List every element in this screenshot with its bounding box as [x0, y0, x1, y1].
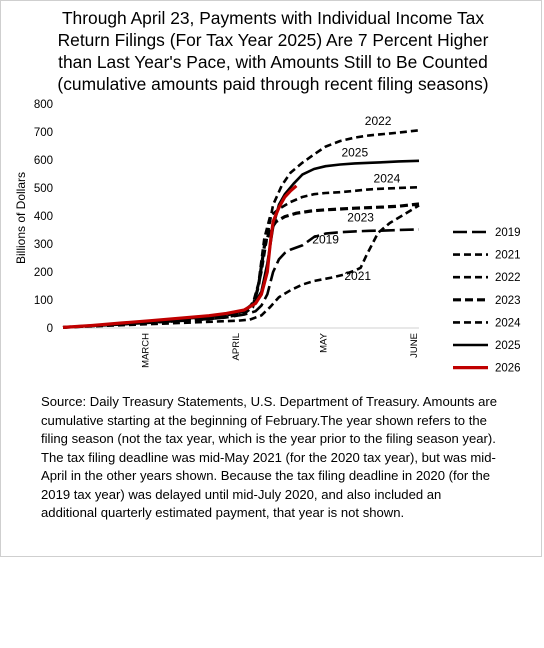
- legend-label-2023: 2023: [495, 295, 521, 307]
- legend-label-2025: 2025: [495, 340, 521, 352]
- series-label-2021: 2021: [344, 269, 371, 283]
- x-tick-label: MAY: [319, 332, 330, 353]
- source-line: cumulative starting at the beginning of …: [41, 412, 487, 428]
- y-axis-title-group: Billions of Dollars: [14, 172, 28, 264]
- x-axis: MARCH APRIL MAY JUNE: [63, 327, 420, 368]
- chart-panel: Through April 23, Payments with Individu…: [0, 0, 542, 557]
- y-axis: 0 100 200 300 400 500 600 700 800: [34, 99, 53, 335]
- series-labels: 2019 2021 2022 2023 2024 2025: [312, 114, 400, 283]
- series-label-2025: 2025: [341, 146, 368, 160]
- series-line-2022: [62, 129, 420, 329]
- series-label-2024: 2024: [374, 171, 401, 185]
- y-tick-label: 700: [34, 127, 53, 139]
- series-line-2024: [62, 185, 420, 329]
- source-line: additional quarterly estimated payment, …: [41, 505, 405, 520]
- title-line: than Last Year's Pace, with Amounts Stil…: [58, 52, 488, 72]
- legend: 2019 2021 2022 2023 2024 2025 2026: [453, 227, 521, 375]
- y-tick-label: 500: [34, 183, 53, 195]
- legend-label-2024: 2024: [495, 317, 521, 329]
- legend-label-2019: 2019: [495, 227, 521, 239]
- source-line: filing season (not the tax year, which i…: [41, 431, 496, 446]
- y-axis-title: Billions of Dollars: [14, 172, 28, 264]
- series-line-2023: [62, 202, 420, 329]
- series-label-2023: 2023: [347, 211, 374, 225]
- source-line: 2019 tax year) was delayed until mid-Jul…: [41, 486, 442, 502]
- y-tick-label: 400: [34, 211, 53, 223]
- x-tick-label: JUNE: [409, 333, 420, 358]
- series-line-2026: [62, 184, 298, 329]
- x-tick-label: APRIL: [231, 333, 242, 360]
- legend-label-2021: 2021: [495, 250, 521, 262]
- title-line: Return Filings (For Tax Year 2025) Are 7…: [57, 30, 489, 50]
- plot-area: [62, 129, 420, 329]
- title-line: (cumulative amounts paid through recent …: [57, 74, 489, 94]
- legend-label-2022: 2022: [495, 272, 521, 284]
- series-label-2019: 2019: [312, 232, 339, 246]
- x-tick-label: MARCH: [141, 333, 152, 368]
- source-line: The tax filing deadline was mid-May 2021…: [41, 449, 496, 465]
- line-chart: Billions of Dollars 0 100 200 300 400 500 600 7…: [14, 99, 521, 375]
- y-tick-label: 100: [34, 295, 53, 307]
- y-tick-label: 200: [34, 267, 53, 279]
- source-note: Source: Daily Treasury Statements, U.S. …: [41, 393, 519, 523]
- source-line: Source: Daily Treasury Statements, U.S. …: [41, 394, 498, 409]
- source-line: April in the other years shown. Because …: [41, 468, 491, 483]
- series-line-2021: [62, 204, 420, 329]
- legend-label-2026: 2026: [495, 363, 521, 375]
- y-tick-label: 600: [34, 155, 53, 167]
- y-tick-label: 300: [34, 239, 53, 251]
- series-line-2025: [62, 159, 420, 329]
- series-label-2022: 2022: [365, 114, 392, 128]
- title-line: Through April 23, Payments with Individu…: [61, 8, 485, 28]
- y-tick-label: 0: [47, 323, 53, 335]
- y-tick-label: 800: [34, 99, 53, 111]
- chart-title: Through April 23, Payments with Individu…: [11, 7, 535, 95]
